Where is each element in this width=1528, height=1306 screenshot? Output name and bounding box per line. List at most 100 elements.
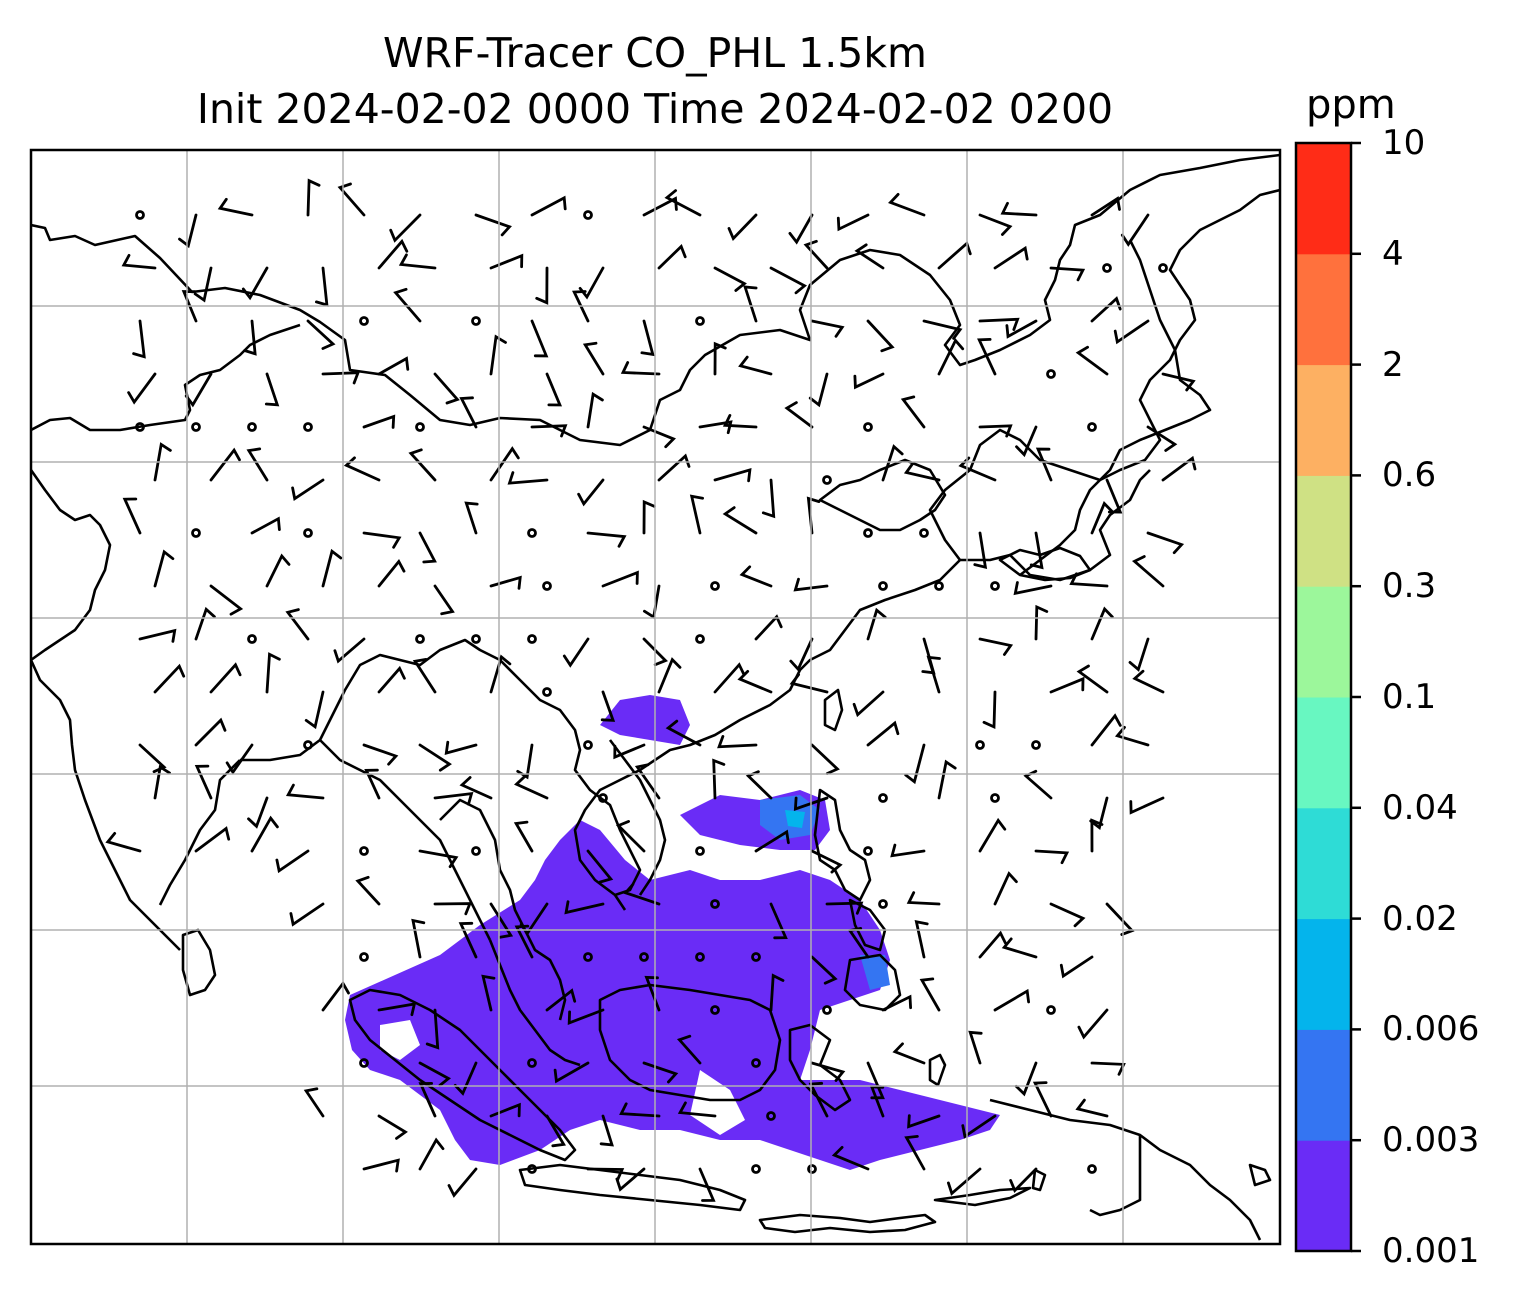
wind-barb — [657, 244, 687, 270]
wind-barb — [599, 1114, 614, 1147]
wind-barb — [869, 1085, 885, 1118]
wind-barb — [727, 213, 758, 241]
calm-wind-marker — [990, 581, 1000, 591]
wind-barb — [1090, 818, 1104, 853]
wind-barb — [132, 319, 146, 359]
wind-barb — [411, 918, 426, 959]
wind-barb — [289, 902, 325, 927]
wind-barb — [355, 875, 381, 906]
wind-barb — [433, 902, 472, 916]
wind-barb — [586, 1167, 625, 1181]
wind-barb — [1034, 849, 1070, 865]
coastline-malay-peninsula — [488, 939, 581, 1067]
wind-barb — [717, 735, 758, 749]
calm-wind-marker — [639, 952, 649, 962]
calm-wind-marker — [359, 1058, 369, 1068]
coastline-borneo — [598, 983, 782, 1102]
wind-barb — [306, 178, 321, 217]
calm-wind-marker — [247, 634, 257, 644]
coastline-mindanao — [843, 953, 902, 1012]
wind-barb — [306, 319, 336, 350]
wind-barb — [810, 955, 838, 985]
calm-wind-marker — [583, 210, 593, 220]
wind-barb — [793, 577, 829, 592]
wind-barb — [225, 743, 254, 775]
wind-barb — [900, 395, 926, 429]
wind-barb — [217, 197, 254, 217]
calm-wind-marker — [471, 634, 481, 644]
wind-barb — [377, 558, 406, 588]
wind-barb — [1029, 531, 1044, 570]
wind-barb — [788, 213, 814, 245]
wind-barb — [1146, 531, 1185, 555]
wind-barb — [265, 652, 281, 694]
wind-barb — [138, 743, 167, 774]
wind-barb — [906, 891, 941, 906]
wind-barb — [978, 930, 1007, 959]
calm-wind-marker — [1046, 369, 1056, 379]
calm-wind-marker — [1087, 1164, 1097, 1174]
wind-barb — [418, 531, 437, 564]
wind-barb — [459, 396, 478, 429]
calm-wind-marker — [878, 899, 888, 909]
wind-barb — [1049, 676, 1085, 694]
wind-barbs — [105, 178, 1197, 1202]
chart-title-line-1: WRF-Tracer CO_PHL 1.5km — [382, 29, 927, 77]
calm-wind-marker — [822, 1005, 832, 1015]
colorbar-tick-label: 0.1 — [1382, 677, 1437, 717]
coastline-lesser-sunda — [758, 1213, 937, 1234]
calm-wind-marker — [878, 793, 888, 803]
wind-barb — [620, 361, 661, 376]
wind-barb — [194, 717, 227, 747]
wind-barb — [1161, 455, 1197, 482]
wind-barb — [513, 820, 534, 853]
wind-barb — [866, 720, 900, 747]
coastline-india-peninsula — [31, 469, 181, 951]
graticule — [31, 150, 1280, 1244]
wind-barb — [615, 820, 646, 853]
wind-barb — [291, 478, 325, 502]
wind-barb — [275, 849, 310, 874]
wind-barb — [1005, 319, 1038, 339]
wind-barb — [1090, 713, 1122, 747]
wind-barb — [285, 608, 310, 641]
wind-barb — [464, 501, 479, 535]
wind-barb — [489, 654, 512, 694]
wind-barb — [982, 690, 997, 730]
wind-barb — [1075, 345, 1109, 376]
coastline-india-east — [158, 759, 241, 906]
calm-wind-marker — [415, 422, 425, 432]
wind-barb — [241, 266, 269, 301]
wind-barb — [937, 337, 965, 376]
wind-barb — [377, 665, 406, 694]
calm-wind-marker — [934, 581, 944, 591]
wind-barb — [689, 494, 704, 535]
wind-barb — [315, 266, 329, 307]
wind-barb — [447, 1167, 478, 1198]
wind-barb — [530, 319, 549, 358]
calm-wind-marker — [766, 1111, 776, 1121]
wind-barb — [761, 478, 776, 519]
coastline-new-guinea-south — [1089, 1135, 1142, 1217]
wind-barb — [1076, 664, 1109, 694]
wind-barb — [745, 770, 773, 800]
wind-barb — [1075, 1098, 1109, 1118]
calm-wind-marker — [471, 316, 481, 326]
wind-barb — [564, 900, 605, 915]
wind-barb — [922, 319, 963, 340]
wind-barb — [961, 1114, 997, 1139]
calm-wind-marker — [359, 316, 369, 326]
wind-barb — [1090, 606, 1114, 641]
wind-barb — [904, 743, 926, 785]
wind-barb — [418, 743, 452, 772]
wind-barb — [489, 1102, 521, 1118]
wind-barb — [586, 849, 614, 884]
wind-barb — [904, 1135, 926, 1171]
wind-barb — [907, 1114, 941, 1129]
calm-wind-marker — [191, 528, 201, 538]
wind-barb — [530, 424, 568, 438]
wind-barb — [958, 456, 997, 482]
tracer-plume — [345, 695, 1000, 1170]
calm-wind-marker — [135, 422, 145, 432]
wind-barb — [153, 442, 172, 482]
